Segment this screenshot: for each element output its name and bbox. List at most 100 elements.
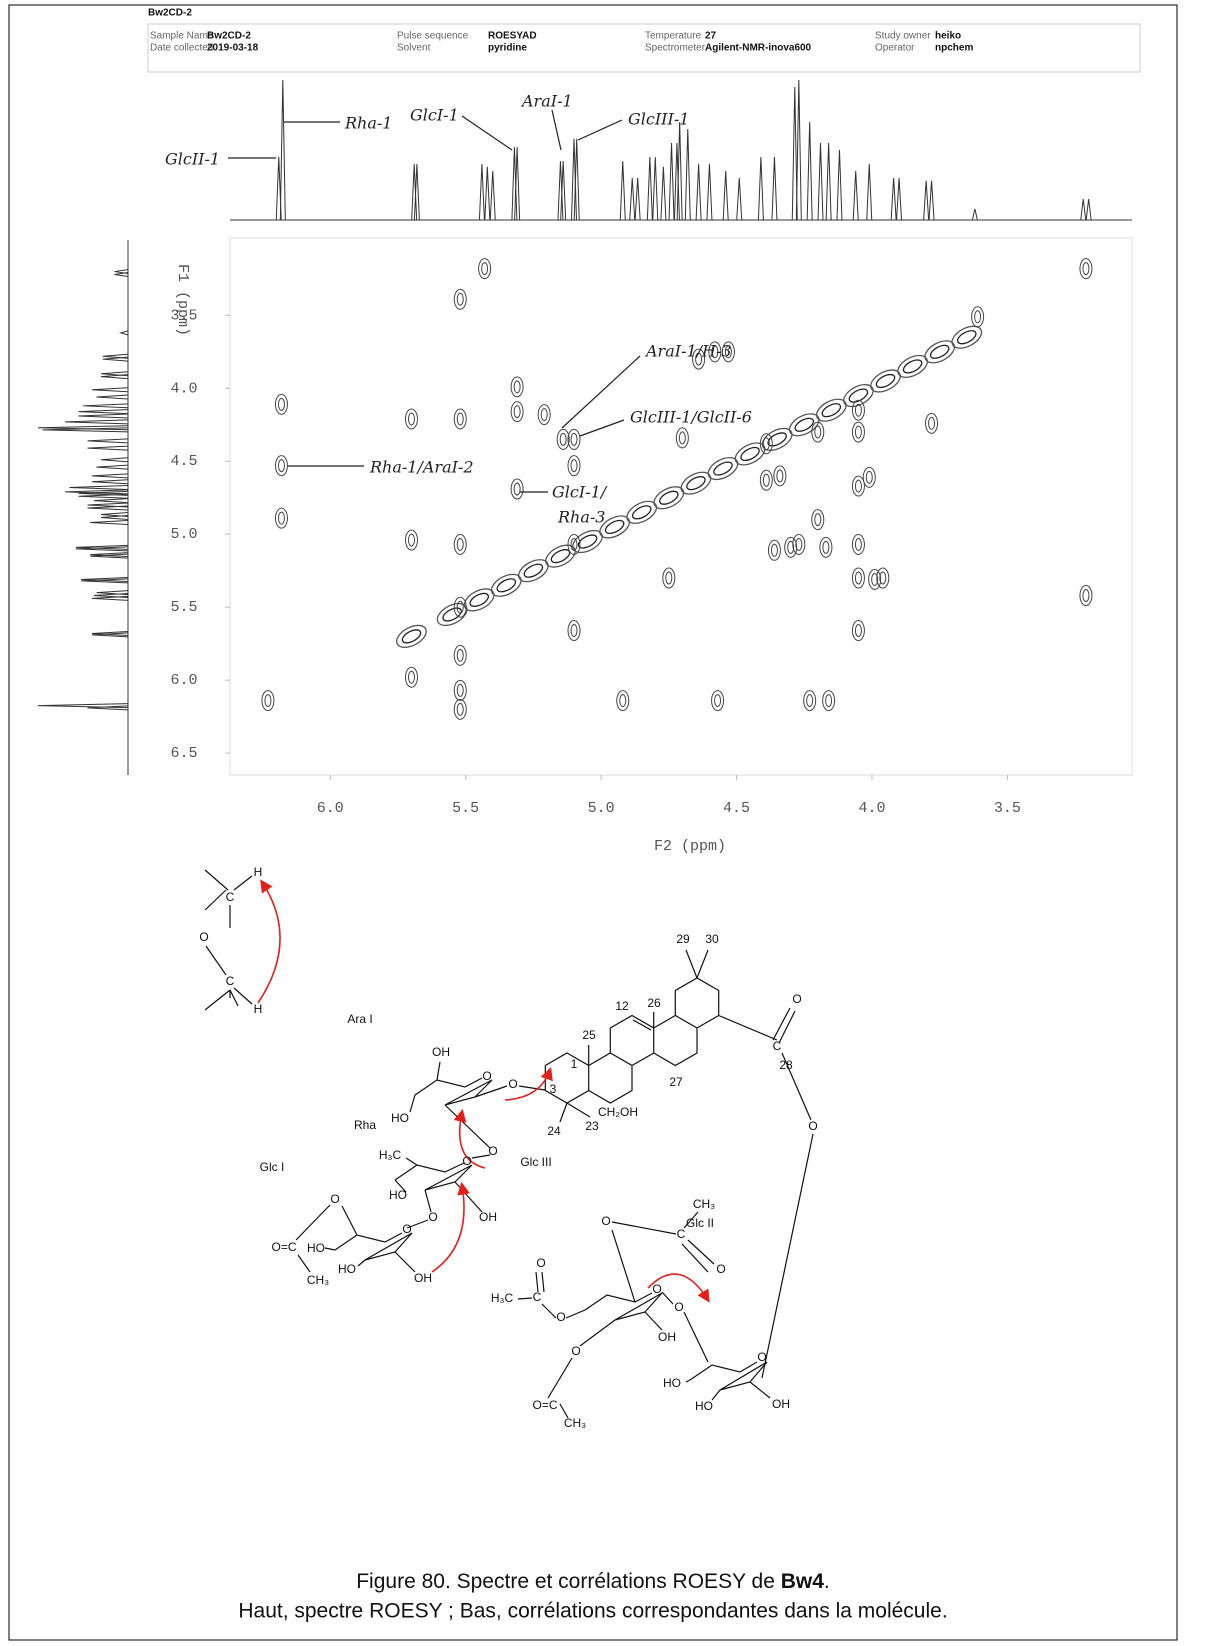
cross-peak	[570, 537, 578, 551]
field-value: 2019-03-18	[207, 43, 259, 54]
leader-line	[551, 109, 562, 151]
cross-peak	[277, 511, 285, 525]
y-tick-label: 4.0	[170, 380, 197, 397]
projection-peak-f1	[75, 546, 129, 552]
atom-label: H	[254, 865, 263, 879]
annotation: GlcII-1	[165, 150, 220, 169]
diagonal-peak	[680, 471, 712, 495]
projection-peak	[673, 142, 680, 221]
diagonal-peak	[707, 456, 739, 481]
cross-peak	[456, 702, 464, 716]
annotation: GlcIII-1/GlcII-6	[630, 408, 752, 427]
atom-label: O	[716, 1262, 725, 1276]
field-label: Operator	[875, 43, 915, 54]
atom-label: HO	[663, 1376, 681, 1390]
projection-peak-f1	[96, 394, 129, 400]
cross-peak	[404, 408, 418, 430]
diagonal-peak	[897, 354, 928, 378]
diagonal-peak	[496, 578, 517, 593]
cross-peak	[854, 403, 862, 417]
annotation: GlcIII-1	[628, 110, 689, 129]
cross-peak	[854, 479, 862, 493]
projection-peak	[411, 163, 418, 221]
atom-label: OH	[772, 1397, 790, 1411]
field-value: Agilent-NMR-inova600	[705, 43, 812, 54]
caption-line-1: Figure 80. Spectre et corrélations ROESY…	[356, 1570, 830, 1593]
cross-peak	[456, 683, 464, 697]
x-tick-label: 6.0	[317, 800, 344, 817]
diagonal-peak	[469, 592, 489, 607]
atom-label: Rha	[354, 1118, 376, 1132]
atom-label: OH	[432, 1045, 450, 1059]
projection-peak	[791, 86, 798, 221]
annotation: AraI-1/H-3	[644, 342, 732, 361]
y-tick-label: 5.0	[170, 526, 197, 543]
cross-peak	[767, 539, 781, 561]
diagonal-peak	[401, 629, 422, 644]
atom-label: H	[254, 1002, 263, 1016]
diagonal-peak	[626, 500, 658, 524]
diagonal-peak	[821, 403, 842, 418]
projection-peak	[634, 177, 641, 221]
cross-peak	[724, 345, 732, 359]
projection-peak	[825, 142, 832, 221]
cross-peak	[404, 666, 418, 688]
atom-label: HO	[389, 1188, 407, 1202]
field-label: Sample Name	[150, 31, 214, 42]
diagonal-peak	[686, 476, 706, 491]
page-frame	[8, 4, 1178, 1641]
projection-peak	[668, 142, 675, 221]
correlation-arrow	[453, 1108, 486, 1169]
cross-peak	[453, 596, 467, 618]
cross-peak	[851, 533, 865, 555]
cross-peak	[510, 478, 524, 500]
field-label: Spectrometer	[645, 43, 706, 54]
cross-peak	[1079, 258, 1093, 280]
projection-peak-f1	[118, 330, 129, 336]
field-value: Bw2CD-2	[207, 31, 251, 42]
y-tick-label: 4.5	[170, 453, 197, 470]
cross-peak	[456, 600, 464, 614]
x-tick-label: 5.0	[588, 800, 615, 817]
diagonal-peak	[545, 544, 576, 568]
atom-label: 25	[582, 1028, 596, 1042]
cross-peak	[851, 421, 865, 443]
projection-peak-f1	[93, 498, 129, 504]
projection-peak	[652, 156, 659, 221]
atom-label: CH₃	[564, 1416, 586, 1430]
atom-label: 23	[585, 1119, 599, 1133]
cross-peak	[711, 690, 725, 712]
projection-peak-f1	[42, 427, 129, 433]
x-axis-label: F2 (ppm)	[654, 838, 726, 855]
annotation: GlcI-1/	[552, 483, 608, 502]
cross-peak	[854, 425, 862, 439]
projection-peak	[890, 177, 897, 221]
projection-peak-f1	[102, 353, 129, 359]
cross-peak	[851, 620, 865, 642]
cross-peak	[404, 529, 418, 551]
cross-peak	[407, 533, 415, 547]
projection-peak	[852, 170, 859, 221]
cross-peak	[811, 421, 825, 443]
caption-bold: Bw4	[781, 1570, 825, 1593]
cross-peak	[825, 694, 833, 708]
atom-label: CH₃	[307, 1273, 329, 1287]
cross-peak	[665, 571, 673, 585]
cross-peak	[759, 469, 773, 491]
atom-label: O	[556, 1310, 565, 1324]
projection-peak	[413, 163, 420, 221]
projection-peak	[928, 180, 935, 221]
atom-label: HO	[307, 1241, 325, 1255]
cross-peak	[675, 427, 689, 449]
cross-peak	[784, 536, 798, 558]
cross-peak	[879, 571, 887, 585]
cross-peak	[261, 690, 275, 712]
cross-peak	[854, 537, 862, 551]
atom-label: 29	[676, 932, 690, 946]
leader-line	[577, 119, 623, 141]
cross-peak	[513, 405, 521, 419]
field-value: heiko	[935, 31, 961, 42]
projection-peak	[676, 121, 683, 221]
cross-peak	[708, 341, 722, 363]
